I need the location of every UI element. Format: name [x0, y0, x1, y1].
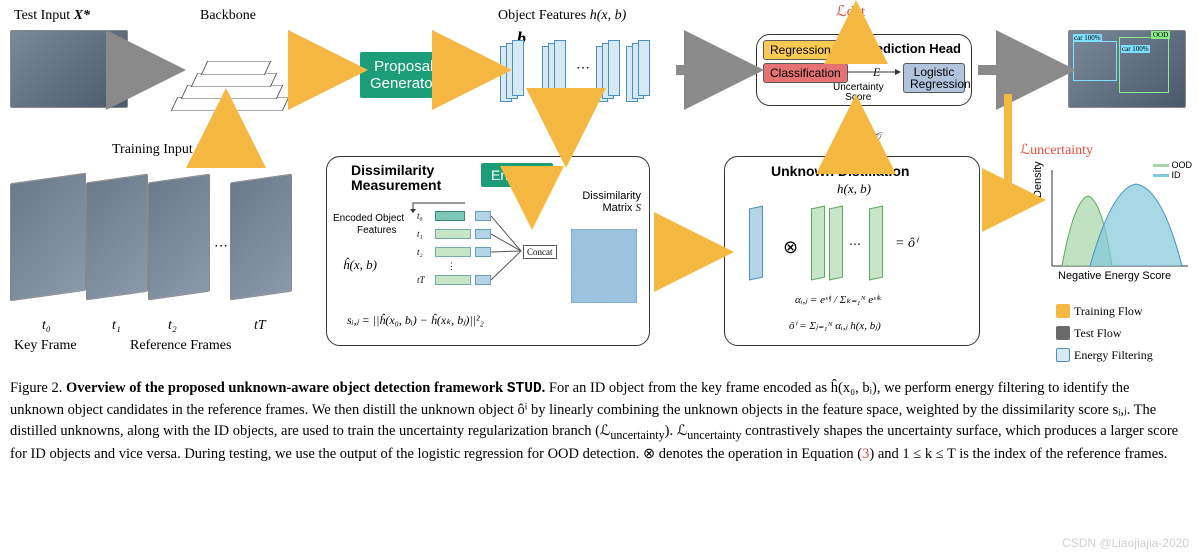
watermark: CSDN @Liaojiajia-2020 [1062, 536, 1189, 550]
arrows-layer [0, 0, 1197, 370]
figure-caption: Figure 2. Overview of the proposed unkno… [10, 378, 1187, 465]
